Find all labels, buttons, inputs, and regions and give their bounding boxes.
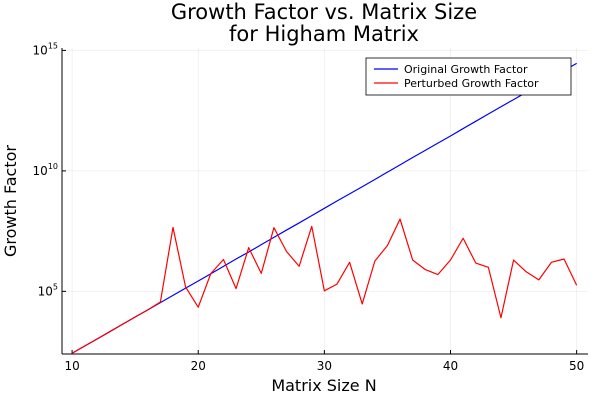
y-tick-exponent: 15 [48,41,58,50]
series-lines [71,62,578,354]
y-tick-base: 10 [38,284,53,298]
perturbed-growth-factor-line [71,218,578,354]
axes [61,48,588,355]
x-tick-label: 10 [64,359,79,373]
y-tick-exponent: 10 [48,162,58,171]
y-tick-base: 10 [33,43,48,57]
x-axis-label: Matrix Size N [271,376,376,395]
legend-entry-label: Original Growth Factor [404,63,528,76]
y-tick-label: 1010 [33,162,58,178]
y-axis-label: Growth Factor [1,145,20,257]
x-tick-label: 20 [191,359,206,373]
x-tick-label: 40 [443,359,458,373]
chart-title-line-1: Growth Factor vs. Matrix Size [171,0,477,24]
y-tick-base: 10 [33,164,48,178]
x-tick-label: 50 [569,359,584,373]
y-tick-exponent: 5 [53,282,58,291]
x-tick-label: 30 [317,359,332,373]
y-tick-label: 1015 [33,41,58,57]
legend-entry-label: Perturbed Growth Factor [404,77,539,90]
y-tick-label: 105 [38,282,58,298]
chart-title-line-2: for Higham Matrix [229,22,419,46]
legend-box [365,57,572,96]
grid [62,48,588,354]
